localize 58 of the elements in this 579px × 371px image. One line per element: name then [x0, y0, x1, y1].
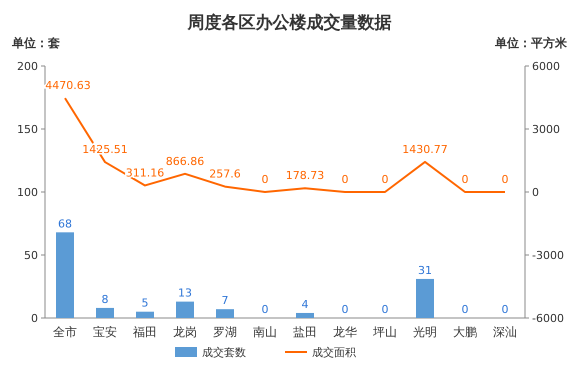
data-label: 0 [342, 173, 348, 186]
data-label: 13 [178, 286, 192, 300]
x-tick-label: 龙华 [333, 325, 357, 339]
data-label: 5 [142, 296, 148, 310]
bar [176, 302, 194, 318]
y-tick-label: 200 [17, 60, 38, 73]
data-label: 0 [502, 303, 508, 316]
data-label: 68 [58, 217, 72, 230]
data-label: 0 [262, 303, 268, 316]
data-label: 0 [342, 303, 348, 316]
data-label: 178.73 [286, 169, 324, 182]
y-tick-label: 50 [24, 249, 38, 262]
line-series [64, 97, 506, 193]
x-tick-label: 罗湖 [213, 325, 237, 339]
y2-tick-label: 0 [532, 186, 539, 199]
bar [416, 278, 434, 318]
bar [56, 232, 74, 318]
data-label: 311.16 [126, 166, 164, 180]
y2-tick-label: -3000 [532, 249, 564, 262]
x-tick-label: 盐田 [293, 325, 317, 339]
x-tick-label: 坪山 [372, 325, 397, 339]
y2-tick-label: 6000 [532, 60, 560, 73]
data-label: 7 [222, 294, 228, 308]
x-tick-label: 南山 [253, 325, 277, 339]
y2-tick-label: 3000 [532, 123, 560, 136]
bar [96, 308, 114, 318]
y-tick-label: 150 [17, 123, 38, 136]
data-label: 0 [502, 173, 508, 186]
data-label: 0 [262, 173, 268, 186]
data-label: 1430.77 [402, 142, 448, 156]
bar [216, 309, 234, 318]
data-label: 4 [302, 298, 308, 311]
text: 单位：平方米 [494, 36, 568, 50]
data-label: 0 [462, 303, 468, 316]
data-label: 0 [382, 303, 388, 316]
x-tick-label: 宝安 [93, 325, 117, 339]
y-tick-label: 100 [17, 186, 38, 199]
x-tick-label: 全市 [53, 325, 77, 339]
chart-title: 周度各区办公楼成交量数据 [186, 13, 392, 33]
bar [136, 312, 154, 318]
x-tick-label: 深汕 [493, 325, 517, 339]
data-label: 257.6 [209, 168, 241, 181]
data-label: 8 [102, 292, 108, 306]
x-tick-label: 光明 [413, 325, 437, 339]
legend-label: 成交面积 [312, 346, 356, 359]
text: 单位：套 [11, 36, 60, 50]
x-tick-label: 龙岗 [173, 325, 197, 339]
legend-label: 成交套数 [202, 346, 246, 359]
y2-tick-label: -6000 [532, 312, 564, 325]
x-tick-label: 福田 [133, 325, 157, 339]
data-label: 31 [418, 264, 432, 277]
data-label: 4470.63 [45, 79, 91, 92]
x-tick-label: 大鹏 [453, 325, 477, 339]
y-tick-label: 0 [31, 312, 38, 325]
data-label: 0 [462, 173, 468, 186]
data-label: 866.86 [166, 154, 204, 168]
data-label: 0 [382, 173, 388, 186]
bar [296, 312, 314, 318]
